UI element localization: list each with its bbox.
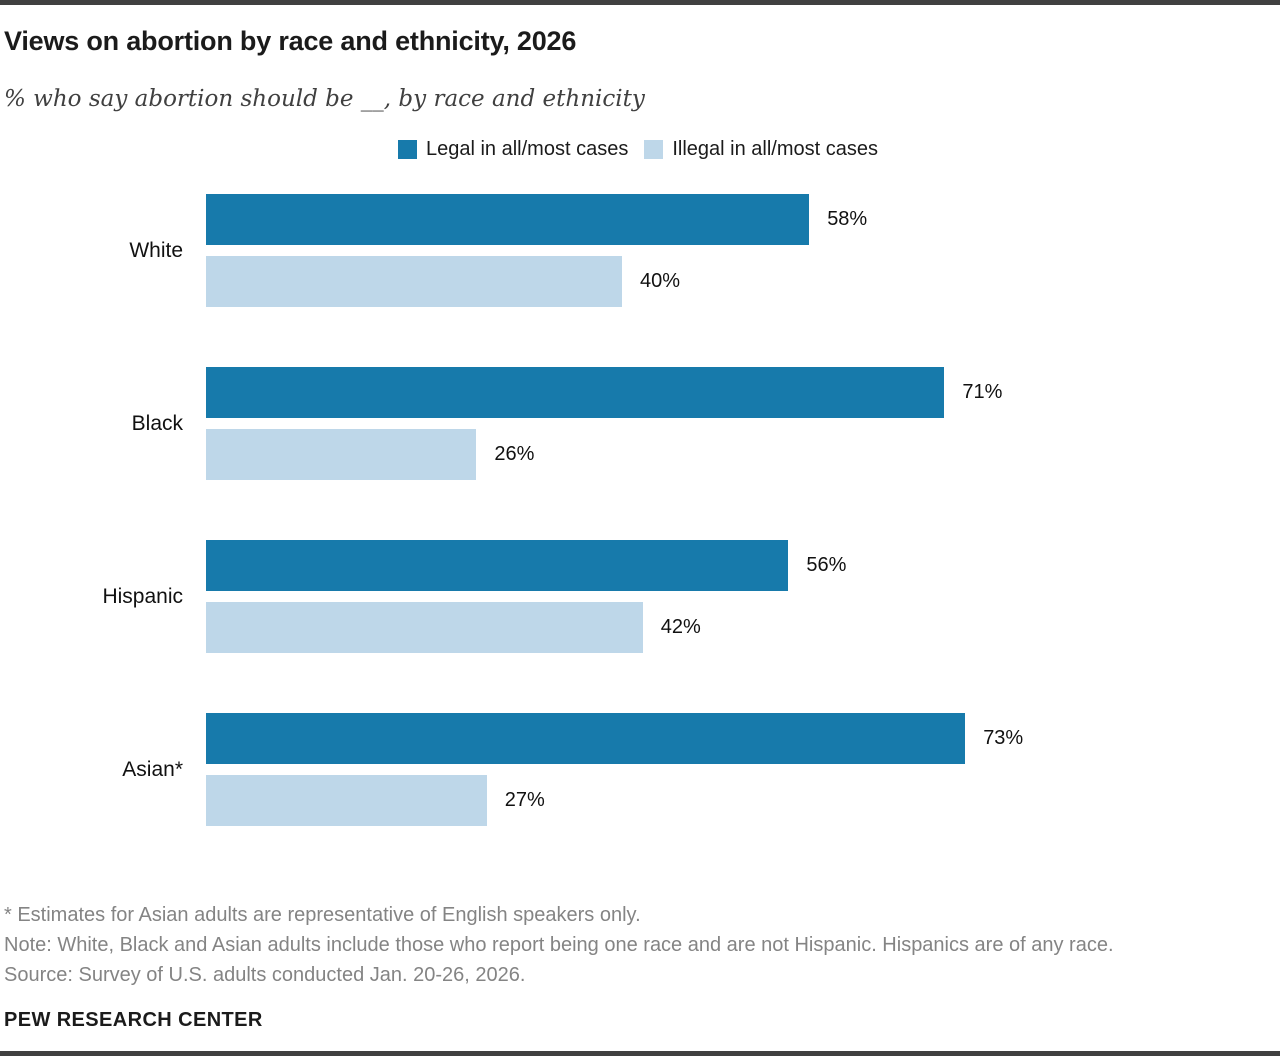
legend-item-illegal: Illegal in all/most cases	[644, 138, 878, 161]
legend-swatch-legal-icon	[398, 140, 417, 159]
bar-legal	[206, 713, 966, 764]
value-label: 26%	[494, 443, 535, 465]
footnote-source: Source: Survey of U.S. adults conducted …	[4, 964, 526, 986]
value-label: 58%	[827, 208, 868, 230]
bar-line: 40%	[206, 256, 1272, 307]
category-label: Black	[131, 411, 183, 435]
bar-line: 27%	[206, 775, 1272, 826]
bar-line: 73%	[206, 713, 1272, 764]
legend-item-legal: Legal in all/most cases	[398, 138, 628, 161]
top-border-rule	[0, 0, 1280, 5]
value-label: 56%	[806, 554, 847, 576]
bar-line: 26%	[206, 429, 1272, 480]
bar-line: 42%	[206, 602, 1272, 653]
bar-legal	[206, 367, 945, 418]
bar-illegal	[206, 775, 487, 826]
legend-label-illegal: Illegal in all/most cases	[672, 138, 878, 160]
legend-swatch-illegal-icon	[644, 140, 664, 159]
bar-legal	[206, 540, 789, 591]
bar-illegal	[206, 256, 622, 307]
bar-line: 58%	[206, 194, 1272, 245]
category-group: Black 71% 26%	[4, 367, 1272, 480]
bar-illegal	[206, 602, 643, 653]
legend-label-legal: Legal in all/most cases	[426, 138, 629, 160]
chart-card: Views on abortion by race and ethnicity,…	[0, 5, 1280, 1032]
bar-line: 71%	[206, 367, 1272, 418]
bar-legal	[206, 194, 810, 245]
category-group: Hispanic 56% 42%	[4, 540, 1272, 653]
bar-line: 56%	[206, 540, 1272, 591]
category-group: White 58% 40%	[4, 194, 1272, 307]
bar-chart: White 58% 40% Black 71% 26% Hispanic 56% 42% Asia…	[4, 194, 1272, 826]
legend: Legal in all/most cases Illegal in all/m…	[4, 138, 1272, 161]
value-label: 40%	[640, 270, 681, 292]
bottom-border-rule	[0, 1051, 1280, 1056]
value-label: 27%	[504, 789, 545, 811]
chart-title: Views on abortion by race and ethnicity,…	[4, 26, 577, 56]
footnote-asterisk: * Estimates for Asian adults are represe…	[4, 904, 641, 926]
category-group: Asian* 73% 27%	[4, 713, 1272, 826]
chart-subtitle: % who say abortion should be __, by race…	[4, 86, 645, 112]
category-label: Asian*	[122, 757, 183, 781]
chart-notes: * Estimates for Asian adults are represe…	[4, 900, 1272, 990]
brand-wordmark: PEW RESEARCH CENTER	[4, 1009, 263, 1031]
bar-illegal	[206, 429, 477, 480]
value-label: 71%	[962, 381, 1003, 403]
category-label: White	[129, 238, 183, 262]
value-label: 42%	[660, 616, 701, 638]
category-label: Hispanic	[102, 584, 183, 608]
footnote-note: Note: White, Black and Asian adults incl…	[4, 934, 1114, 956]
value-label: 73%	[983, 727, 1024, 749]
